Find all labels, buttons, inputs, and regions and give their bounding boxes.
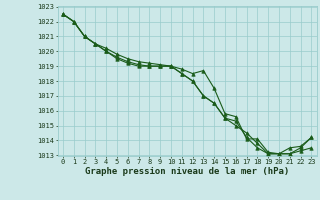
X-axis label: Graphe pression niveau de la mer (hPa): Graphe pression niveau de la mer (hPa) <box>85 167 289 176</box>
